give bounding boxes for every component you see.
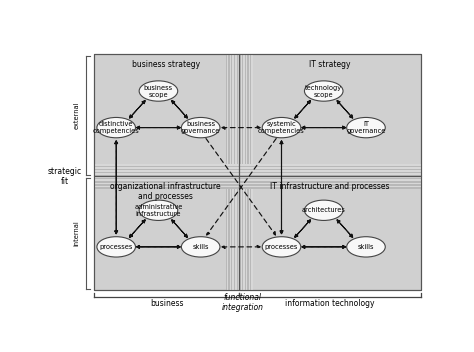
Text: processes: processes xyxy=(100,244,133,250)
Bar xyxy=(246,55,247,290)
Text: business
scope: business scope xyxy=(144,84,173,98)
Bar xyxy=(94,170,421,172)
Bar xyxy=(94,180,421,181)
Ellipse shape xyxy=(346,118,385,138)
Bar xyxy=(252,55,253,290)
Bar xyxy=(238,55,239,290)
Text: functional
integration: functional integration xyxy=(222,293,264,312)
Ellipse shape xyxy=(182,237,220,257)
Bar xyxy=(239,176,421,290)
Bar xyxy=(94,173,421,175)
Bar xyxy=(230,55,231,290)
Text: strategic
fit: strategic fit xyxy=(48,167,82,186)
Text: IT infrastructure and processes: IT infrastructure and processes xyxy=(270,182,389,191)
Bar xyxy=(232,55,234,290)
Text: IT
governance: IT governance xyxy=(346,121,386,134)
Bar xyxy=(94,176,239,290)
Bar xyxy=(94,164,421,166)
Text: external: external xyxy=(73,102,80,129)
Bar xyxy=(234,55,235,290)
Text: IT strategy: IT strategy xyxy=(309,60,350,69)
Ellipse shape xyxy=(262,118,301,138)
Text: skills: skills xyxy=(358,244,374,250)
Bar xyxy=(94,176,421,178)
Text: technology
scope: technology scope xyxy=(305,84,342,98)
Text: organizational infrastructure
and processes: organizational infrastructure and proces… xyxy=(110,182,221,201)
Bar xyxy=(94,186,421,187)
Ellipse shape xyxy=(139,200,178,220)
Bar xyxy=(94,181,421,182)
Bar xyxy=(226,55,227,290)
Ellipse shape xyxy=(139,81,178,101)
Bar xyxy=(239,176,421,290)
Ellipse shape xyxy=(182,118,220,138)
Bar xyxy=(94,178,421,180)
Bar xyxy=(249,55,250,290)
Ellipse shape xyxy=(304,200,343,220)
Bar xyxy=(94,55,239,176)
Bar xyxy=(94,184,421,186)
Text: administrative
infrastructure: administrative infrastructure xyxy=(134,204,182,217)
Bar xyxy=(241,55,242,290)
Bar xyxy=(94,176,239,290)
Text: skills: skills xyxy=(192,244,209,250)
Bar xyxy=(235,55,237,290)
Bar xyxy=(242,55,243,290)
Bar xyxy=(94,175,421,176)
Text: internal: internal xyxy=(73,220,80,246)
Bar xyxy=(94,167,421,169)
Ellipse shape xyxy=(97,118,136,138)
Bar xyxy=(247,55,249,290)
Bar xyxy=(237,55,238,290)
Ellipse shape xyxy=(346,237,385,257)
Bar xyxy=(94,169,421,170)
Ellipse shape xyxy=(262,237,301,257)
Bar xyxy=(94,172,421,173)
Bar xyxy=(250,55,252,290)
Bar xyxy=(94,182,421,184)
Bar xyxy=(239,55,421,176)
Bar xyxy=(227,55,228,290)
Text: business: business xyxy=(150,299,183,308)
Bar xyxy=(231,55,232,290)
Text: business
governance: business governance xyxy=(181,121,220,134)
Bar xyxy=(94,187,421,189)
Text: information technology: information technology xyxy=(285,299,375,308)
Ellipse shape xyxy=(304,81,343,101)
Ellipse shape xyxy=(97,237,136,257)
Bar xyxy=(243,55,245,290)
Bar xyxy=(228,55,230,290)
Bar xyxy=(245,55,246,290)
Bar xyxy=(239,55,421,176)
Text: architectures: architectures xyxy=(302,207,346,213)
Bar xyxy=(94,55,239,176)
Text: distinctive
competencies: distinctive competencies xyxy=(93,121,139,134)
Text: processes: processes xyxy=(265,244,298,250)
Bar xyxy=(239,55,241,290)
Text: systemic
competencies: systemic competencies xyxy=(258,121,305,134)
Bar xyxy=(94,166,421,167)
Text: business strategy: business strategy xyxy=(132,60,200,69)
